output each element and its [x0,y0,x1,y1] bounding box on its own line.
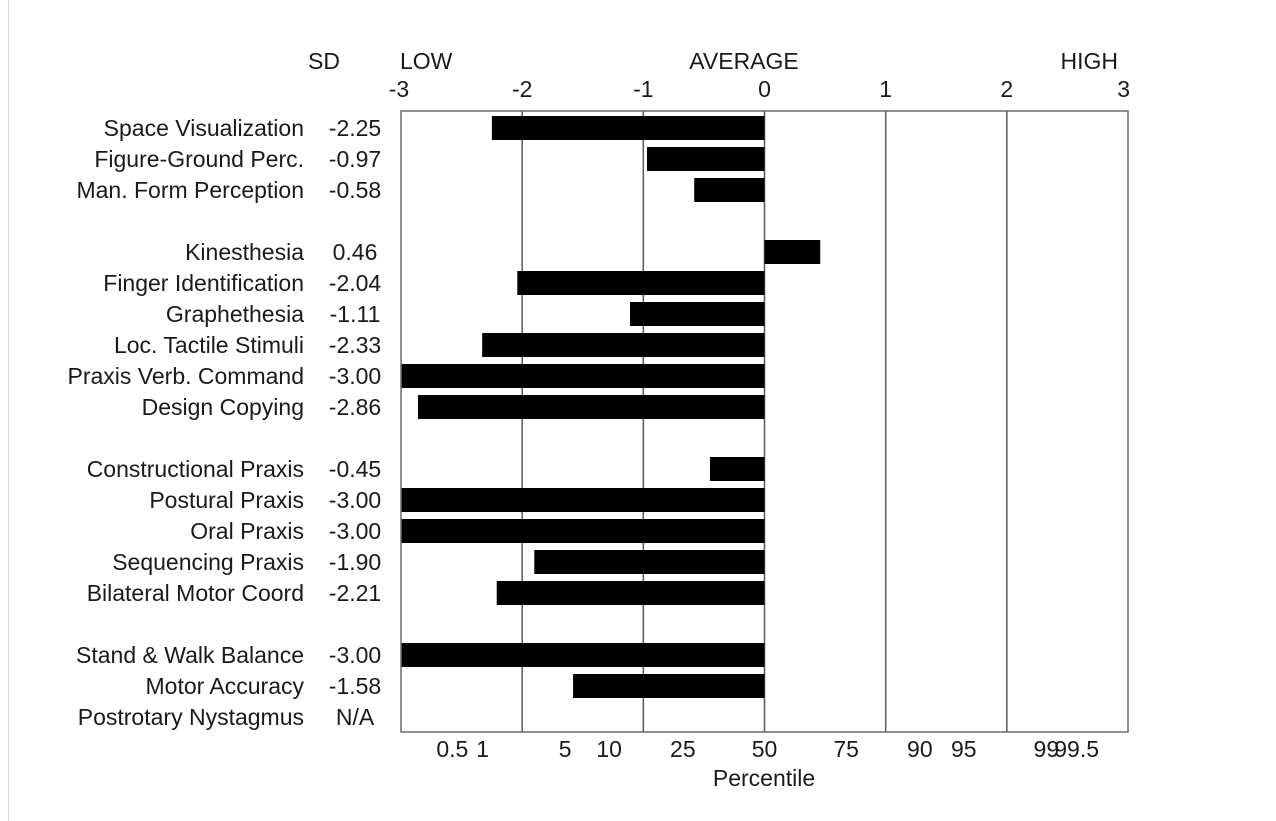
score-values: -2.25 -0.97 -0.58 0.46 -2.04 -1.11 -2.33 -3.00 -… [329,115,382,730]
sd-tick-label: -2 [512,76,532,102]
bar [401,643,765,667]
score-value: -3.00 [329,487,381,513]
score-value: -2.33 [329,332,381,358]
row-label: Figure-Ground Perc. [94,146,304,172]
percentile-tick-label: 25 [670,736,696,762]
score-value: -3.00 [329,518,381,544]
bar [709,457,765,481]
sd-tick-label: -3 [389,76,409,102]
sd-tick-label: 0 [758,76,771,102]
score-value: -0.45 [329,456,381,482]
row-label: Graphethesia [166,301,304,327]
score-value: N/A [336,704,375,730]
sd-tick-labels: -3 -2 -1 0 1 2 3 [389,76,1130,102]
bar [401,364,765,388]
bar [534,550,765,574]
row-label: Stand & Walk Balance [76,642,304,668]
row-label: Loc. Tactile Stimuli [114,332,304,358]
grid-lines [521,111,1008,732]
score-value: -3.00 [329,642,381,668]
sd-tick-label: 2 [1000,76,1013,102]
bar [482,333,765,357]
score-value: -1.58 [329,673,381,699]
row-label: Oral Praxis [190,518,304,544]
bar [573,674,765,698]
row-labels: Space Visualization Figure-Ground Perc. Ma… [68,115,305,730]
sd-tick-label: 3 [1117,76,1130,102]
left-border-line [8,0,9,821]
sd-tick-label: -1 [633,76,653,102]
row-label: Constructional Praxis [87,456,304,482]
row-label: Sequencing Praxis [112,549,304,575]
row-label: Motor Accuracy [146,673,305,699]
row-label: Bilateral Motor Coord [87,580,304,606]
x-axis-label: Percentile [713,765,815,791]
percentile-tick-label: 99 [1034,736,1060,762]
score-value: -2.04 [329,270,382,296]
score-value: -1.90 [329,549,381,575]
average-header: AVERAGE [689,48,799,74]
high-header: HIGH [1061,48,1119,74]
bar [517,271,765,295]
score-value: -3.00 [329,363,381,389]
row-label: Design Copying [142,394,304,420]
bar [401,519,765,543]
percentile-tick-label: 1 [476,736,489,762]
score-value: -1.11 [330,301,381,327]
bar [630,302,765,326]
percentile-tick-label: 50 [752,736,778,762]
row-label: Finger Identification [103,270,304,296]
percentile-tick-label: 75 [833,736,859,762]
bar [417,395,765,419]
score-value: -2.21 [329,580,381,606]
row-label: Postrotary Nystagmus [78,704,304,730]
row-label: Man. Form Perception [76,177,304,203]
percentile-tick-label: 99.5 [1054,736,1099,762]
score-value: -0.97 [329,146,381,172]
score-value: 0.46 [333,239,378,265]
percentile-tick-label: 90 [907,736,933,762]
percentile-tick-label: 0.5 [436,736,468,762]
percentile-tick-label: 5 [559,736,572,762]
bar [491,116,765,140]
row-label: Praxis Verb. Command [68,363,304,389]
plot-area-border [400,110,1129,733]
score-value: -2.86 [329,394,381,420]
score-value: -2.25 [329,115,381,141]
percentile-tick-label: 95 [951,736,977,762]
bars [401,116,821,698]
row-label: Postural Praxis [149,487,304,513]
score-value: -0.58 [329,177,381,203]
low-header: LOW [400,48,453,74]
bar [496,581,765,605]
bar [401,488,765,512]
percentile-tick-label: 10 [596,736,622,762]
row-label: Kinesthesia [185,239,304,265]
bar [764,240,821,264]
row-label: Space Visualization [104,115,304,141]
sd-header: SD [308,48,340,74]
sd-tick-label: 1 [879,76,892,102]
bar [646,147,765,171]
bar [694,178,765,202]
